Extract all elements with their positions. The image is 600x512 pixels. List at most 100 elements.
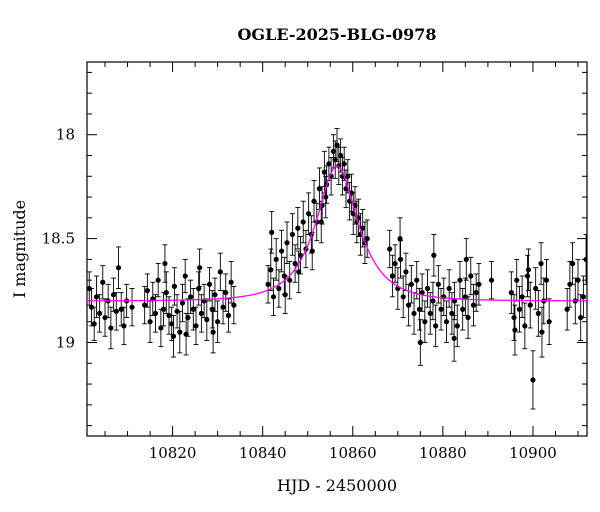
data-point (160, 306, 167, 312)
data-point (142, 302, 148, 308)
data-point (411, 310, 417, 317)
data-point (516, 306, 523, 312)
data-point (397, 236, 403, 242)
data-point (454, 323, 460, 329)
data-point (174, 308, 180, 314)
data-point (524, 273, 531, 279)
data-point (338, 152, 344, 159)
data-point (171, 283, 177, 289)
data-point (508, 290, 514, 296)
data-point (330, 148, 336, 154)
data-point (163, 290, 169, 296)
data-point (389, 273, 396, 279)
data-point (400, 294, 406, 300)
data-point (113, 308, 119, 314)
data-point (215, 319, 221, 325)
data-point (177, 329, 183, 335)
data-point (296, 269, 302, 275)
data-point (311, 198, 317, 204)
data-point (406, 302, 412, 308)
data-point (451, 335, 457, 341)
data-point (321, 169, 327, 175)
data-point (206, 281, 213, 287)
data-point (345, 173, 351, 179)
data-point (185, 314, 191, 321)
x-tick-label: 10820 (149, 444, 197, 462)
data-point (364, 236, 370, 242)
y-tick-label: 19 (56, 334, 75, 352)
data-point (403, 269, 409, 275)
data-point (460, 306, 466, 312)
data-point (473, 290, 479, 296)
data-point (539, 329, 545, 335)
data-point (438, 306, 444, 312)
data-point (567, 281, 573, 287)
data-point (309, 248, 315, 254)
data-point (446, 285, 452, 292)
data-point (514, 277, 520, 283)
data-point (578, 314, 584, 321)
data-point (522, 323, 528, 329)
data-point (217, 269, 223, 275)
data-point (422, 319, 428, 325)
data-point (268, 267, 274, 273)
data-point (231, 302, 237, 308)
data-point (220, 304, 226, 310)
data-point (525, 267, 532, 273)
data-point (424, 285, 431, 292)
data-point (179, 300, 186, 306)
data-point (297, 252, 304, 258)
data-point (204, 317, 210, 323)
chart-title: OGLE-2025-BLG-0978 (237, 25, 436, 44)
data-point (108, 325, 114, 331)
data-point (170, 333, 177, 339)
data-series (87, 128, 587, 410)
data-point (197, 265, 203, 271)
data-point (158, 325, 164, 331)
data-point (512, 327, 518, 333)
data-point (196, 285, 202, 292)
data-point (97, 310, 103, 317)
data-point (144, 287, 150, 294)
data-point (265, 281, 271, 287)
data-point (387, 246, 393, 252)
data-point (465, 314, 471, 321)
data-point (427, 310, 433, 317)
data-point (273, 256, 279, 262)
data-point (414, 277, 420, 283)
data-point (284, 240, 290, 246)
data-point (408, 281, 414, 287)
data-point (289, 231, 296, 238)
data-point (433, 323, 439, 329)
y-tick-label: 18.5 (42, 230, 75, 248)
data-point (306, 211, 312, 217)
data-point (129, 304, 135, 310)
data-point (538, 260, 544, 267)
data-point (468, 273, 474, 279)
y-tick-label: 18 (56, 126, 75, 144)
data-point (564, 306, 570, 312)
data-point (575, 277, 581, 283)
data-point (210, 329, 216, 335)
data-point (430, 298, 436, 304)
data-point (449, 310, 455, 317)
data-point (93, 294, 100, 300)
data-point (115, 265, 122, 271)
x-tick-label: 10860 (329, 444, 377, 462)
data-point (535, 310, 541, 317)
data-point (188, 294, 194, 300)
data-point (443, 319, 450, 325)
data-point (546, 319, 552, 325)
data-point (334, 142, 340, 148)
data-point (100, 279, 106, 285)
data-point (533, 285, 539, 292)
data-point (470, 302, 477, 308)
data-point (530, 377, 536, 383)
data-point (183, 331, 189, 337)
data-point (543, 277, 550, 283)
data-point (162, 260, 168, 267)
data-point (88, 304, 95, 310)
data-point (166, 312, 172, 319)
data-point (225, 312, 232, 319)
